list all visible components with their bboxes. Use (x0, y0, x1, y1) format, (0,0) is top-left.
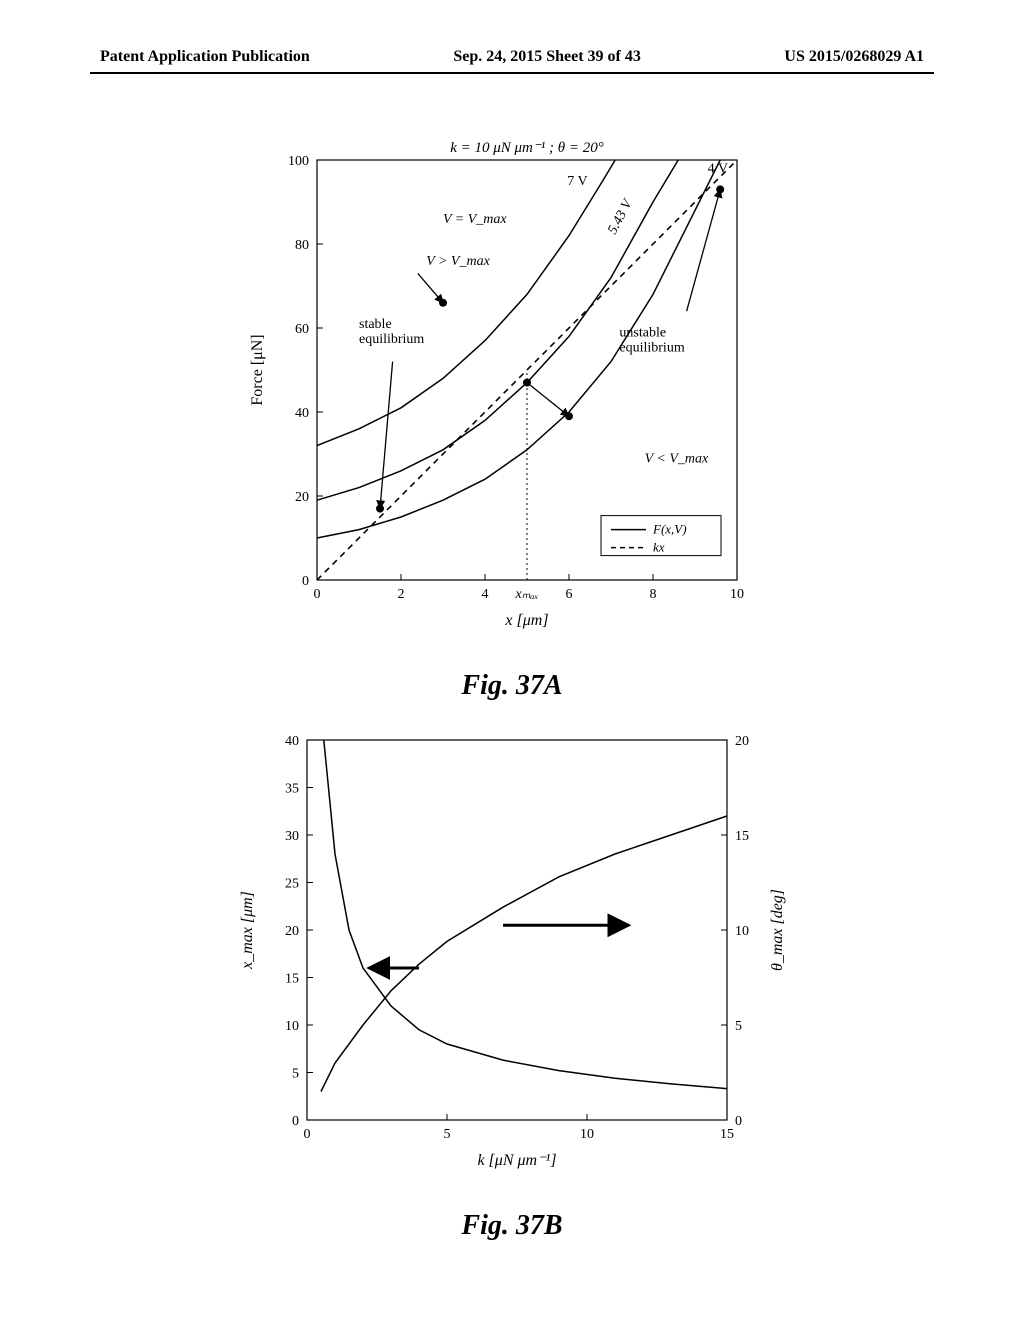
svg-text:10: 10 (735, 924, 749, 939)
header-right: US 2015/0268029 A1 (784, 48, 924, 66)
svg-text:x [μm]: x [μm] (504, 612, 548, 629)
svg-text:0: 0 (735, 1114, 742, 1129)
svg-text:k [μN μm⁻¹]: k [μN μm⁻¹] (477, 1152, 556, 1169)
svg-text:V < V_max: V < V_max (645, 451, 709, 466)
svg-text:5: 5 (444, 1127, 451, 1142)
caption-37b: Fig. 37B (217, 1210, 807, 1242)
svg-text:100: 100 (288, 154, 309, 169)
svg-text:20: 20 (735, 734, 749, 749)
svg-text:4: 4 (482, 587, 489, 602)
svg-text:5: 5 (735, 1019, 742, 1034)
svg-text:7 V: 7 V (567, 174, 587, 189)
svg-text:F(x,V): F(x,V) (652, 522, 687, 537)
header-left: Patent Application Publication (100, 48, 310, 66)
svg-text:xₘₐₓ: xₘₐₓ (514, 587, 538, 602)
svg-text:5: 5 (292, 1067, 299, 1082)
svg-text:0: 0 (292, 1114, 299, 1129)
chart-37a: 0246810020406080100x [μm]Force [μN]k = 1… (232, 130, 792, 640)
svg-text:V = V_max: V = V_max (443, 212, 507, 227)
svg-text:equilibrium: equilibrium (619, 340, 684, 355)
caption-37a: Fig. 37A (232, 670, 792, 702)
figure-37b: 051015051015202530354005101520k [μN μm⁻¹… (217, 720, 807, 1242)
svg-text:10: 10 (730, 587, 744, 602)
svg-text:25: 25 (285, 877, 299, 892)
svg-text:4 V: 4 V (708, 162, 728, 177)
svg-text:20: 20 (295, 490, 309, 505)
svg-text:10: 10 (285, 1019, 299, 1034)
page-header: Patent Application Publication Sep. 24, … (0, 48, 1024, 66)
header-center: Sep. 24, 2015 Sheet 39 of 43 (453, 48, 641, 66)
svg-text:2: 2 (398, 587, 405, 602)
svg-text:0: 0 (302, 574, 309, 589)
svg-text:k = 10 μN μm⁻¹ ; θ = 20°: k = 10 μN μm⁻¹ ; θ = 20° (450, 140, 604, 156)
svg-text:V > V_max: V > V_max (426, 254, 490, 269)
svg-text:x_max [μm]: x_max [μm] (239, 891, 256, 970)
figure-37a: 0246810020406080100x [μm]Force [μN]k = 1… (232, 130, 792, 702)
svg-text:20: 20 (285, 924, 299, 939)
svg-text:equilibrium: equilibrium (359, 332, 424, 347)
svg-text:40: 40 (295, 406, 309, 421)
svg-text:0: 0 (304, 1127, 311, 1142)
svg-text:8: 8 (650, 587, 657, 602)
svg-text:6: 6 (566, 587, 573, 602)
svg-text:unstable: unstable (619, 325, 666, 340)
svg-text:15: 15 (735, 829, 749, 844)
svg-text:30: 30 (285, 829, 299, 844)
svg-text:kx: kx (653, 540, 665, 555)
svg-text:Force [μN]: Force [μN] (249, 334, 266, 405)
svg-text:θ_max [deg]: θ_max [deg] (769, 889, 786, 971)
svg-text:80: 80 (295, 238, 309, 253)
chart-37b: 051015051015202530354005101520k [μN μm⁻¹… (217, 720, 807, 1180)
svg-text:15: 15 (720, 1127, 734, 1142)
header-rule (90, 72, 934, 74)
svg-text:15: 15 (285, 972, 299, 987)
svg-text:0: 0 (314, 587, 321, 602)
svg-text:60: 60 (295, 322, 309, 337)
svg-text:stable: stable (359, 317, 392, 332)
svg-text:40: 40 (285, 734, 299, 749)
svg-text:10: 10 (580, 1127, 594, 1142)
svg-text:35: 35 (285, 782, 299, 797)
